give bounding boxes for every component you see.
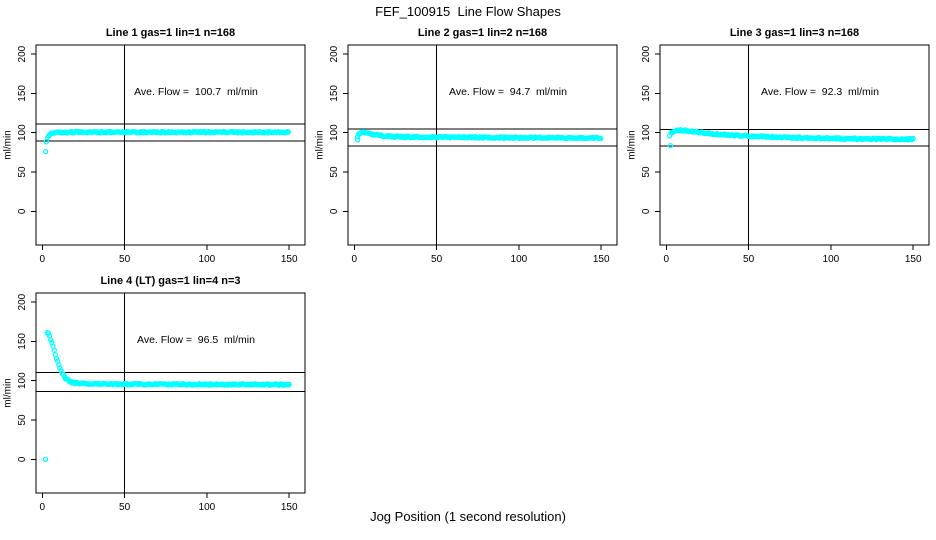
y-tick-label: 200 [17,45,28,62]
y-tick-label: 100 [17,372,28,389]
x-tick-label: 100 [511,254,528,265]
x-tick-label: 50 [431,254,443,265]
data-point [93,128,99,135]
data-series [354,129,604,143]
y-tick-label: 200 [641,45,652,62]
x-tick-label: 150 [593,254,610,265]
y-axis-label: ml/min [3,130,14,159]
y-tick-label: 150 [641,85,652,102]
y-tick-label: 100 [641,124,652,141]
outlier-point [354,137,361,143]
outlier-point [667,142,674,149]
data-series [666,126,916,149]
reference-lines [660,45,929,245]
y-tick-label: 0 [17,208,28,214]
outlier-point [666,133,673,139]
reference-lines [36,293,305,493]
y-tick-label: 50 [641,166,652,178]
y-tick-label: 50 [17,414,28,426]
data-series [42,128,292,155]
y-tick-label: 200 [329,45,340,62]
plot-box [659,44,930,246]
axes: 0 50 100 150 0 50 100 150 200 ml/min [3,293,298,513]
panel-line-4: Line 4 (LT) gas=1 lin=4 n=3 0 50 100 150 0 50 1… [0,248,312,514]
outlier-point [42,456,49,462]
panel-title: Line 2 gas=1 lin=2 n=168 [418,27,547,39]
y-tick-label: 150 [17,85,28,102]
x-tick-label: 150 [281,254,298,265]
x-axis-label: Jog Position (1 second resolution) [370,509,566,524]
ave-flow-annotation: Ave. Flow = 96.5 ml/min [137,334,255,346]
x-tick-label: 100 [199,502,216,513]
x-tick-label: 50 [119,254,131,265]
x-tick-label: 150 [905,254,922,265]
outlier-point [42,148,49,155]
panel-line-2: Line 2 gas=1 lin=2 n=168 0 50 100 150 0 50 100 1… [312,0,624,266]
plot-box [347,44,618,246]
y-tick-label: 150 [17,333,28,350]
plot-box [35,44,306,246]
panel-svg: Line 3 gas=1 lin=3 n=168 0 50 100 150 0 50 100 1… [627,27,930,265]
panel-line-3: Line 3 gas=1 lin=3 n=168 0 50 100 150 0 50 100 1… [624,0,936,266]
panel-svg: Line 2 gas=1 lin=2 n=168 0 50 100 150 0 50 100 1… [315,27,618,265]
x-tick-label: 100 [199,254,216,265]
panel-svg: Line 1 gas=1 lin=1 n=168 0 50 100 150 0 50 100 1… [3,27,306,265]
x-tick-label: 50 [743,254,755,265]
data-point [286,381,292,388]
y-tick-label: 0 [17,456,28,462]
page-title: FEF_100915 Line Flow Shapes [375,4,561,19]
x-tick-label: 0 [40,502,46,513]
panel-title: Line 4 (LT) gas=1 lin=4 n=3 [100,275,240,287]
y-tick-label: 0 [641,208,652,214]
y-tick-label: 50 [17,166,28,178]
ave-flow-annotation: Ave. Flow = 92.3 ml/min [761,86,879,98]
data-point [58,367,64,374]
axes: 0 50 100 150 0 50 100 150 200 ml/min [3,45,298,265]
x-tick-label: 0 [352,254,358,265]
axes: 0 50 100 150 0 50 100 150 200 ml/min [627,45,922,265]
x-tick-label: 100 [823,254,840,265]
y-tick-label: 50 [329,166,340,178]
y-axis-label: ml/min [3,378,14,407]
y-tick-label: 100 [329,124,340,141]
data-point [285,129,292,135]
panel-svg: Line 4 (LT) gas=1 lin=4 n=3 0 50 100 150 0 50 1… [3,275,306,513]
y-tick-label: 100 [17,124,28,141]
x-tick-label: 150 [281,502,298,513]
panel-line-1: Line 1 gas=1 lin=1 n=168 0 50 100 150 0 50 100 1… [0,0,312,266]
plot-box [35,292,306,494]
data-point [598,135,604,142]
data-point [48,337,54,343]
data-point [51,347,57,353]
data-series [42,329,292,462]
x-tick-label: 0 [40,254,46,265]
data-point [502,134,508,140]
panel-title: Line 3 gas=1 lin=3 n=168 [730,27,859,39]
y-tick-label: 0 [329,208,340,214]
y-axis-label: ml/min [627,130,638,159]
data-point [56,362,62,368]
y-tick-label: 150 [329,85,340,102]
reference-lines [36,45,305,245]
panel-title: Line 1 gas=1 lin=1 n=168 [106,27,235,39]
x-tick-label: 50 [119,502,131,513]
data-point [57,365,63,371]
x-tick-label: 0 [664,254,670,265]
ave-flow-annotation: Ave. Flow = 94.7 ml/min [449,86,567,98]
data-point [910,135,916,142]
y-tick-label: 200 [17,293,28,310]
ave-flow-annotation: Ave. Flow = 100.7 ml/min [134,86,258,98]
y-axis-label: ml/min [315,130,326,159]
axes: 0 50 100 150 0 50 100 150 200 ml/min [315,45,610,265]
reference-lines [348,45,617,245]
